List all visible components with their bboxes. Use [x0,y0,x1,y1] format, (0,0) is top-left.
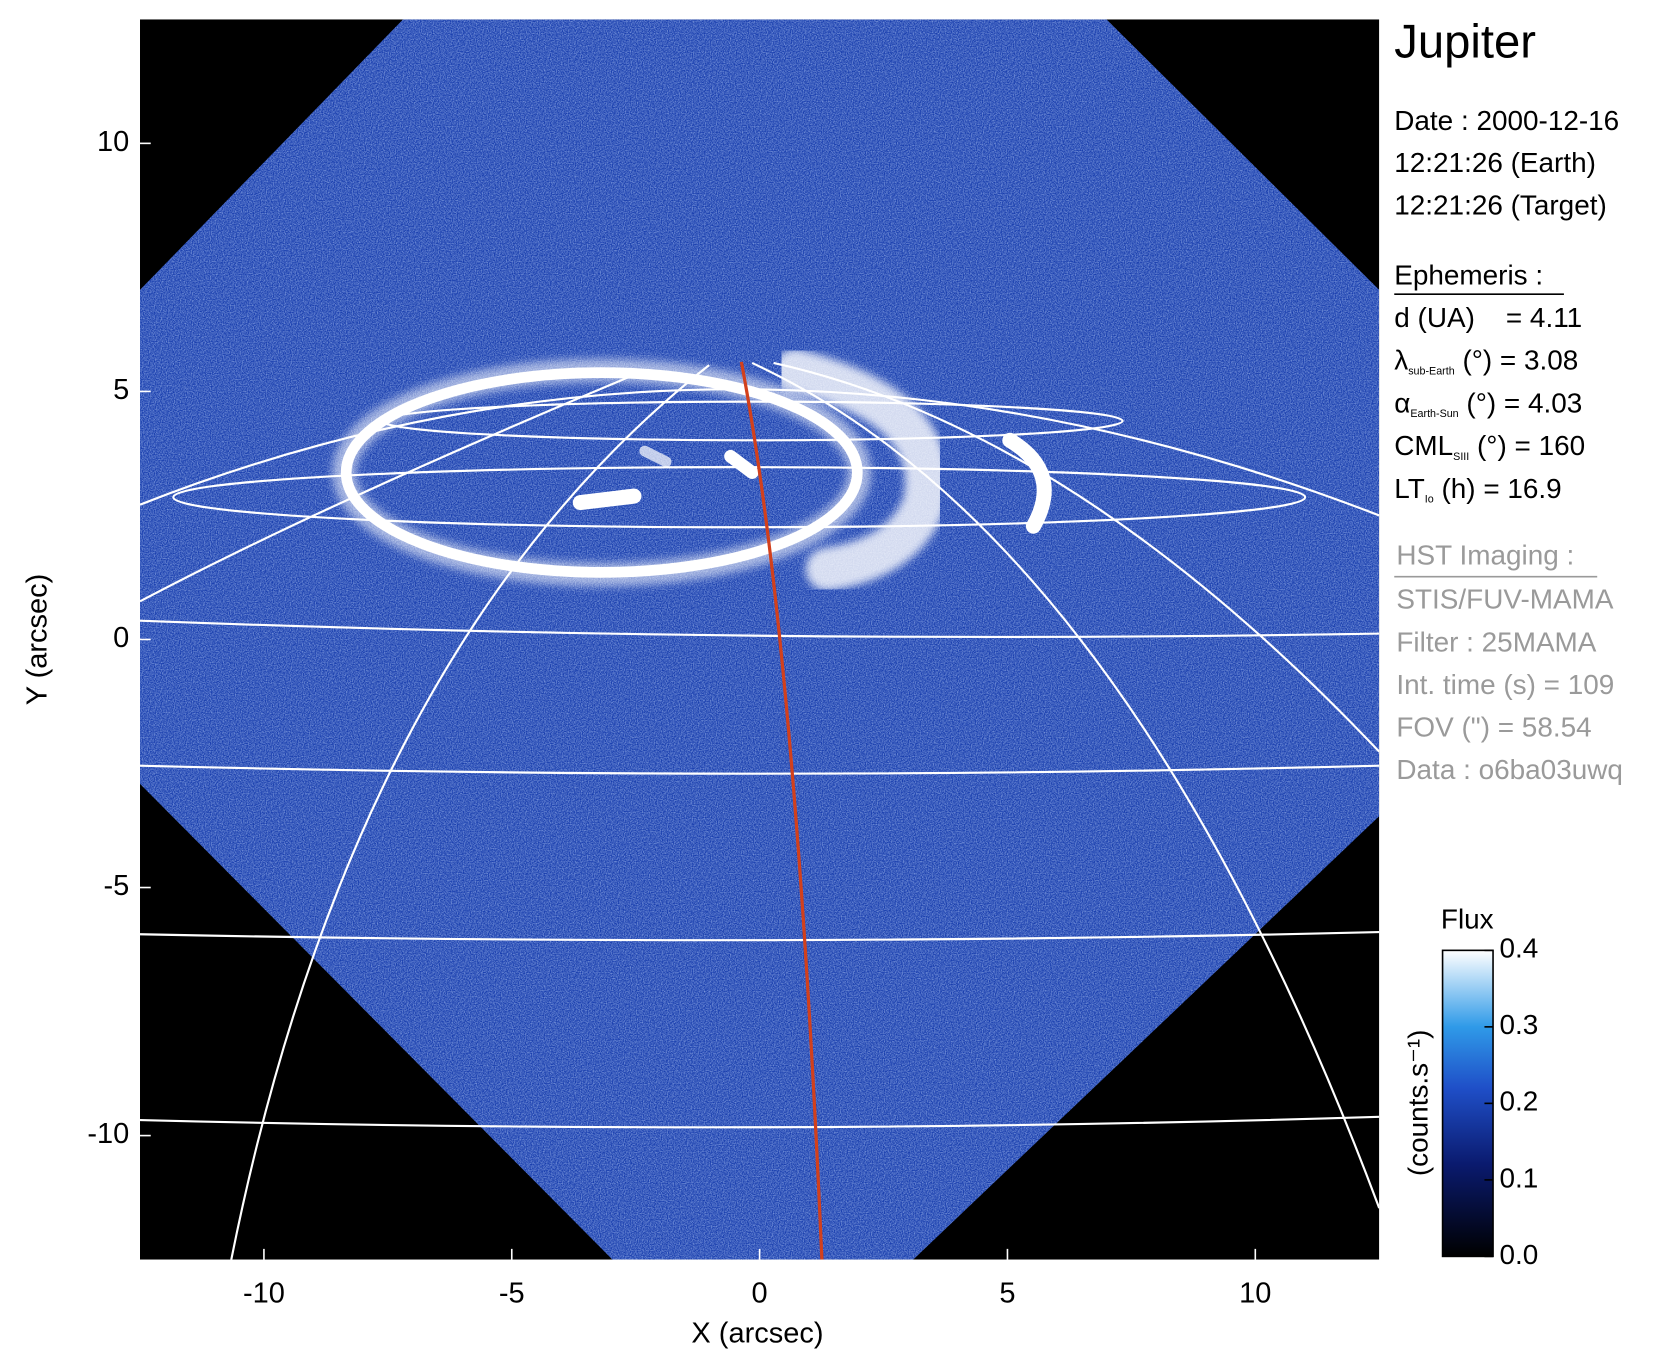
y-tick-label: -10 [87,1118,129,1150]
row-rest: (°) = 3.08 [1455,345,1579,376]
x-tick-label: 10 [1239,1278,1271,1310]
date-line: 12:21:26 (Target) [1394,190,1607,221]
x-tick-label: -10 [243,1278,285,1310]
colorbar-title: Flux [1441,904,1494,935]
row-main: LT [1394,473,1425,504]
y-tick-label: -5 [103,870,129,902]
colorbar-tick-label: 0.2 [1499,1086,1538,1117]
colorbar-tick-label: 0.0 [1499,1239,1538,1270]
y-axis-label: Y (arcsec) [22,574,54,706]
row-main: d (UA) = 4.11 [1394,302,1582,333]
imaging-row: Data : o6ba03uwq [1396,754,1623,785]
x-tick-label: 0 [752,1278,768,1310]
row-rest: (°) = 4.03 [1459,388,1583,419]
row-main: CML [1394,431,1453,462]
colorbar-tick-label: 0.1 [1499,1162,1538,1193]
ephemeris-row: αEarth-Sun (°) = 4.03 [1394,388,1582,420]
row-subscript: SIII [1453,451,1469,463]
date-line: 12:21:26 (Earth) [1394,147,1596,178]
title: Jupiter [1394,16,1536,69]
ephemeris-header: Ephemeris : [1394,259,1543,290]
imaging-row: Int. time (s) = 109 [1396,669,1614,700]
colorbar-label: (counts.s⁻¹) [1402,1030,1433,1177]
y-tick-label: 10 [97,126,129,158]
row-subscript: Io [1425,493,1434,505]
ephemeris-row: λsub-Earth (°) = 3.08 [1394,345,1578,377]
row-rest: (h) = 16.9 [1434,473,1562,504]
row-subscript: sub-Earth [1408,365,1455,377]
imaging-row: Filter : 25MAMA [1396,626,1596,657]
row-rest: (°) = 160 [1469,431,1585,462]
ephemeris-row: LTIo (h) = 16.9 [1394,473,1561,505]
ephemeris-row: d (UA) = 4.11 [1394,302,1582,333]
row-main: λ [1394,345,1408,376]
date-line: Date : 2000-12-16 [1394,105,1619,136]
imaging-header: HST Imaging : [1396,540,1574,571]
colorbar-tick-label: 0.3 [1499,1009,1538,1040]
image [140,19,1380,1260]
x-tick-label: -5 [499,1278,525,1310]
y-tick-label: 5 [113,374,129,406]
row-subscript: Earth-Sun [1410,408,1458,420]
y-tick-label: 0 [113,622,129,654]
colorbar-tick-label: 0.4 [1499,933,1538,964]
imaging-row: STIS/FUV-MAMA [1396,584,1613,615]
x-tick-label: 5 [999,1278,1015,1310]
imaging-row: FOV (") = 58.54 [1396,711,1591,742]
row-main: α [1394,388,1410,419]
x-axis-label: X (arcsec) [691,1317,823,1349]
ephemeris-row: CMLSIII (°) = 160 [1394,431,1585,463]
